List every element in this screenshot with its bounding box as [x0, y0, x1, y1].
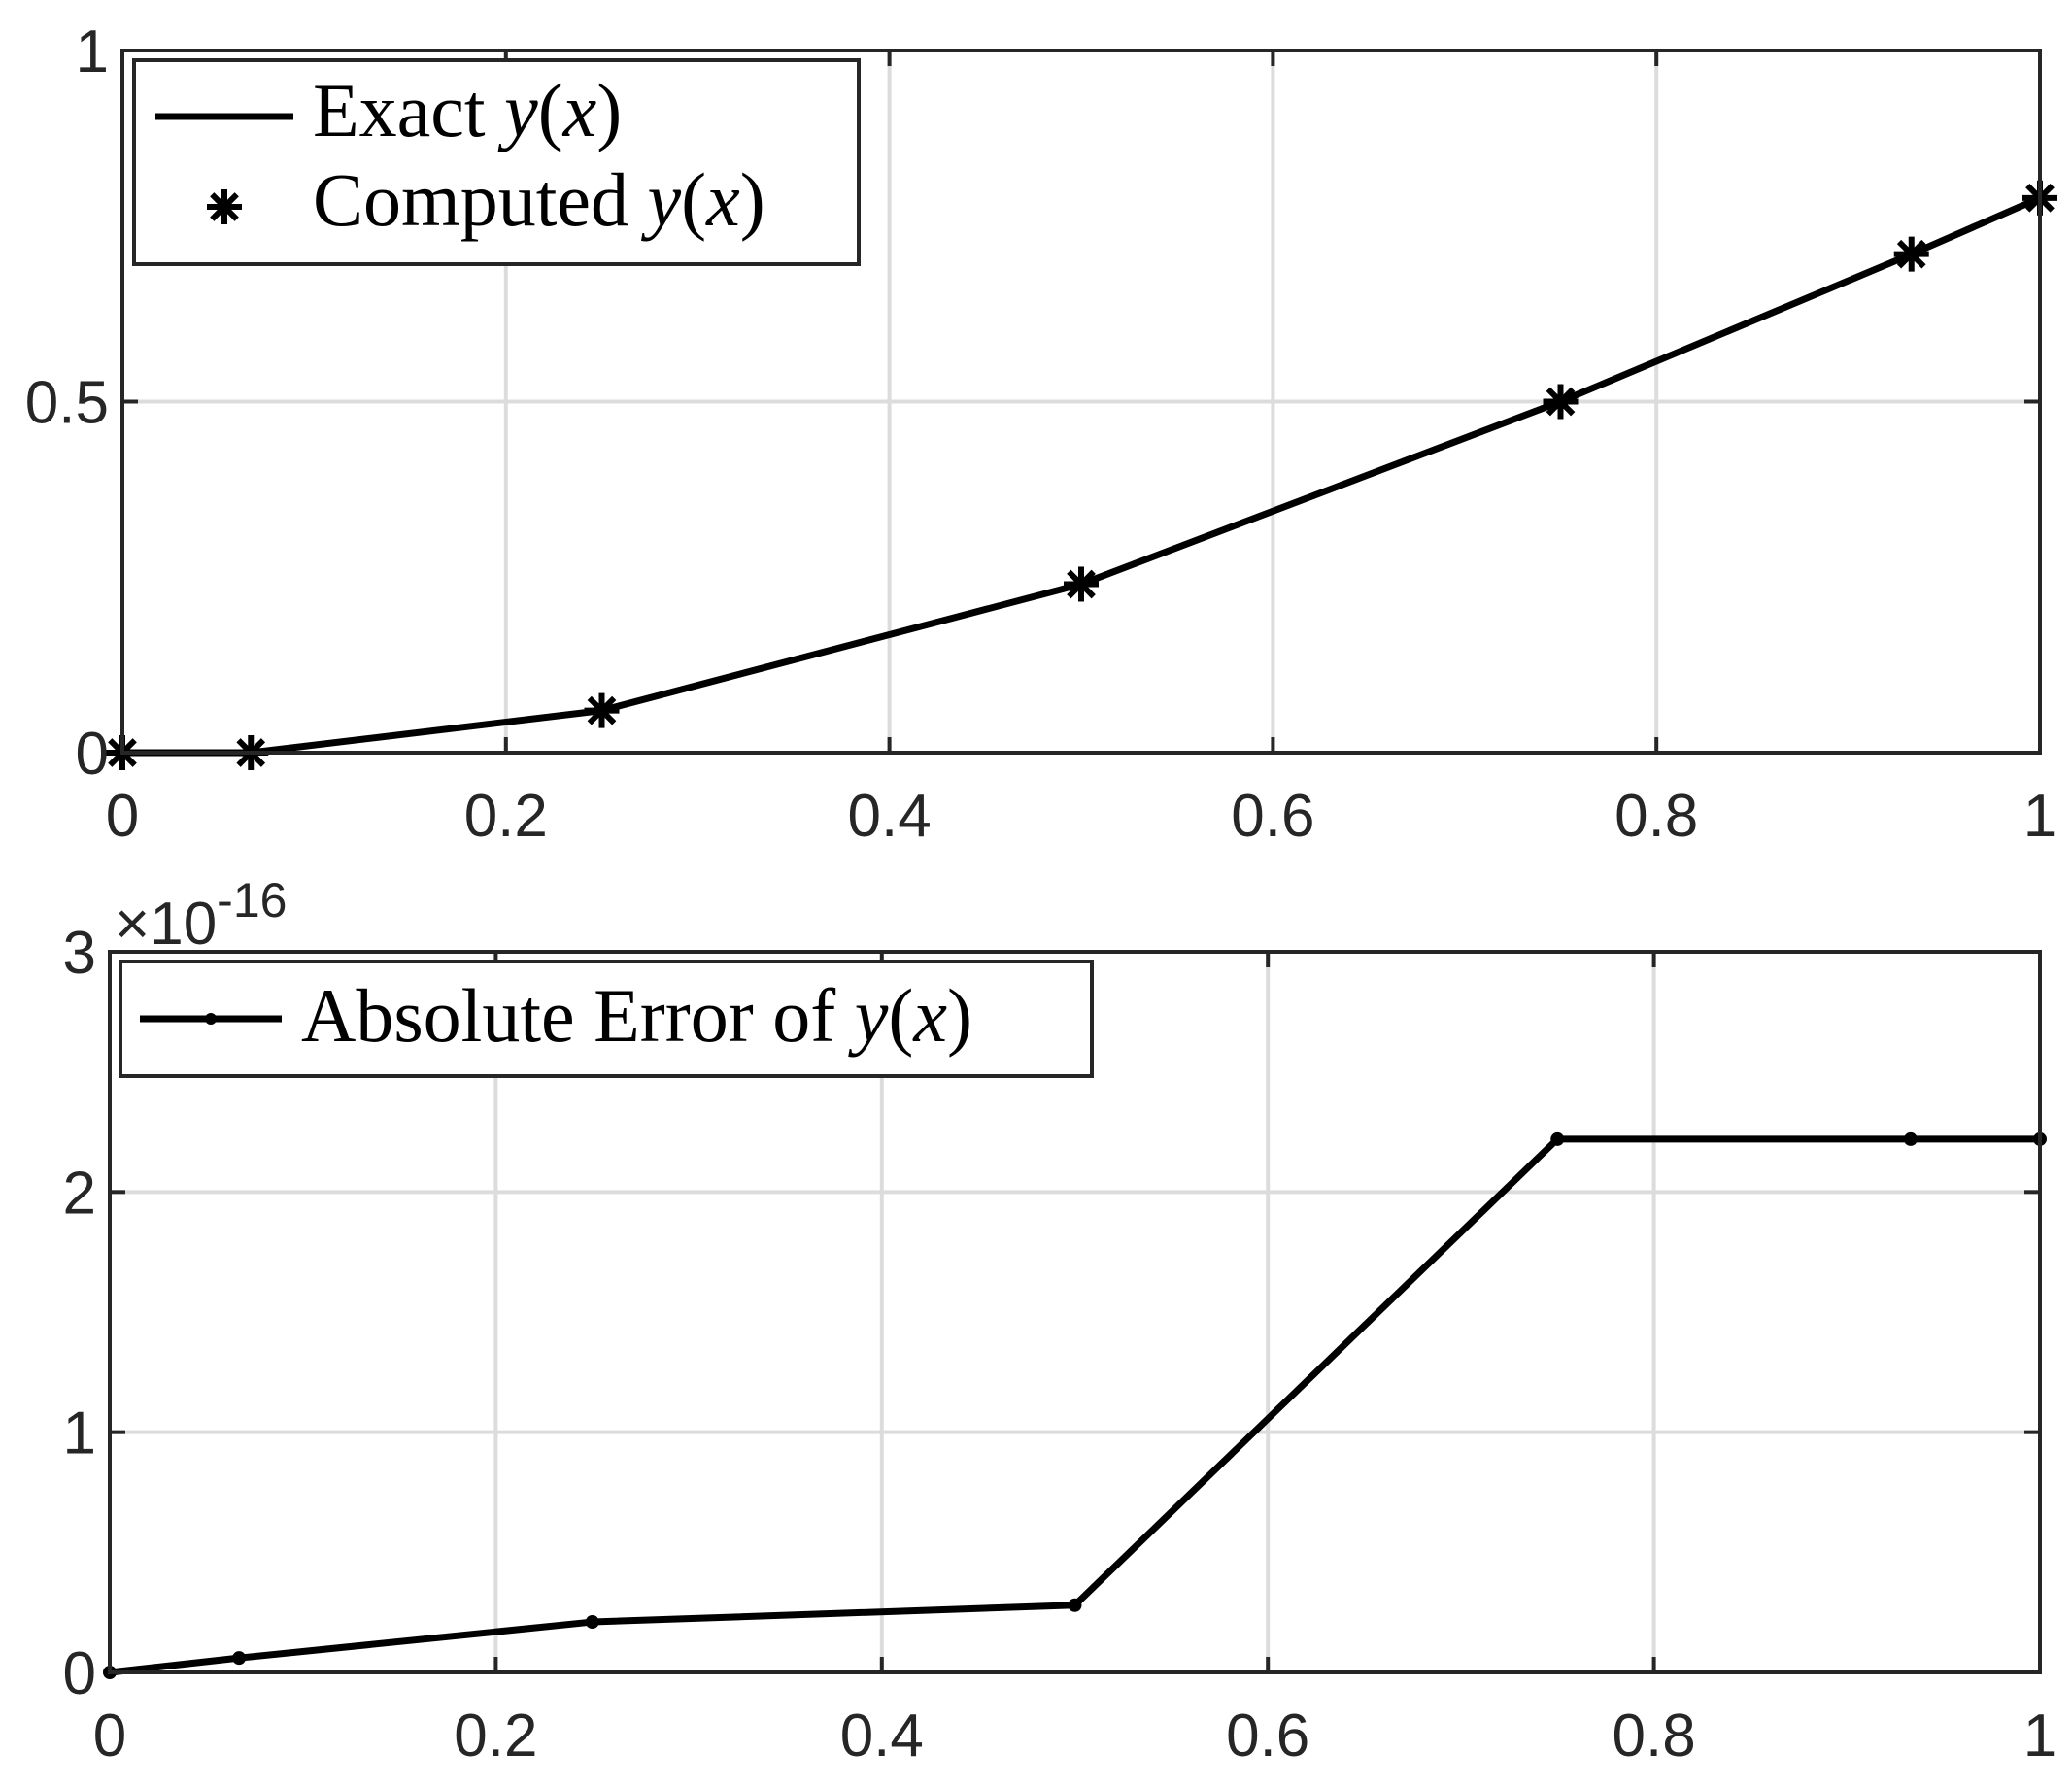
- dot-marker: [1068, 1598, 1082, 1612]
- top-legend: Exact y(x) Computed y(x): [132, 58, 861, 266]
- bottom-series-lines: [109, 1135, 2040, 1676]
- x-tick-label: 0.8: [1614, 783, 1698, 850]
- legend-exact-label: Exact y(x): [313, 68, 622, 152]
- y-tick-label: 3: [63, 920, 96, 987]
- x-tick-label: 1: [2023, 783, 2056, 850]
- y-tick-label: 0: [63, 1640, 96, 1707]
- x-tick-label: 0.6: [1231, 783, 1314, 850]
- x-tick-label: 0: [93, 1703, 126, 1770]
- dot-marker: [1550, 1131, 1565, 1146]
- bottom-series-markers: [103, 1131, 2047, 1679]
- top-legend-box: [132, 58, 861, 266]
- x-tick-label: 0: [106, 783, 139, 850]
- dot-marker: [585, 1615, 599, 1630]
- x-tick-label: 1: [2023, 1703, 2056, 1770]
- asterisk-marker: [1893, 236, 1929, 272]
- top-panel: 0 0.2 0.4 0.6 0.8 1 0 0.5 1 Exact y(x) Computed …: [25, 18, 2057, 850]
- asterisk-marker: [1543, 384, 1579, 420]
- x-tick-label: 0.2: [464, 783, 548, 850]
- x-tick-label: 0.6: [1226, 1703, 1309, 1770]
- bottom-legend-box: [119, 960, 1094, 1078]
- bottom-tick-marks: [108, 950, 2042, 1674]
- x-tick-label: 0.2: [454, 1703, 537, 1770]
- x-tick-label: 0.8: [1612, 1703, 1695, 1770]
- dot-marker: [1903, 1131, 1918, 1146]
- dot-marker: [232, 1651, 247, 1666]
- bottom-legend: Absolute Error of y(x): [119, 960, 1094, 1078]
- x-tick-label: 0.4: [847, 783, 931, 850]
- legend-asterisk: [207, 189, 242, 224]
- y-tick-label: 0: [76, 721, 109, 788]
- top-series-lines: [122, 194, 2042, 757]
- asterisk-marker: [584, 692, 620, 728]
- x-tick-label: 0.4: [840, 1703, 924, 1770]
- y-tick-label: 2: [63, 1160, 96, 1227]
- y-exponent-label: ×10-16: [115, 873, 287, 958]
- legend-computed-label: Computed y(x): [313, 157, 765, 242]
- asterisk-marker: [1064, 566, 1099, 602]
- y-tick-label: 1: [63, 1400, 96, 1467]
- bottom-tick-labels: 0 0.2 0.4 0.6 0.8 1 0 1 2 3: [63, 920, 2057, 1770]
- bottom-panel: 0 0.2 0.4 0.6 0.8 1 0 1 2 3 ×10-16 Absolute Error…: [63, 873, 2057, 1770]
- series-line: [122, 194, 2042, 757]
- legend-asterisk-marker-icon: [207, 189, 242, 224]
- top-series-markers: [105, 180, 2057, 770]
- top-tick-labels: 0 0.2 0.4 0.6 0.8 1 0 0.5 1: [25, 18, 2056, 850]
- y-tick-label: 0.5: [25, 370, 109, 437]
- top-tick-marks: [120, 49, 2042, 755]
- y-tick-label: 1: [76, 18, 109, 85]
- series-line: [109, 1135, 2040, 1676]
- legend-error-label: Absolute Error of y(x): [301, 973, 972, 1058]
- bottom-axes-box: [108, 950, 2042, 1674]
- legend-error-dot-icon: [205, 1013, 217, 1025]
